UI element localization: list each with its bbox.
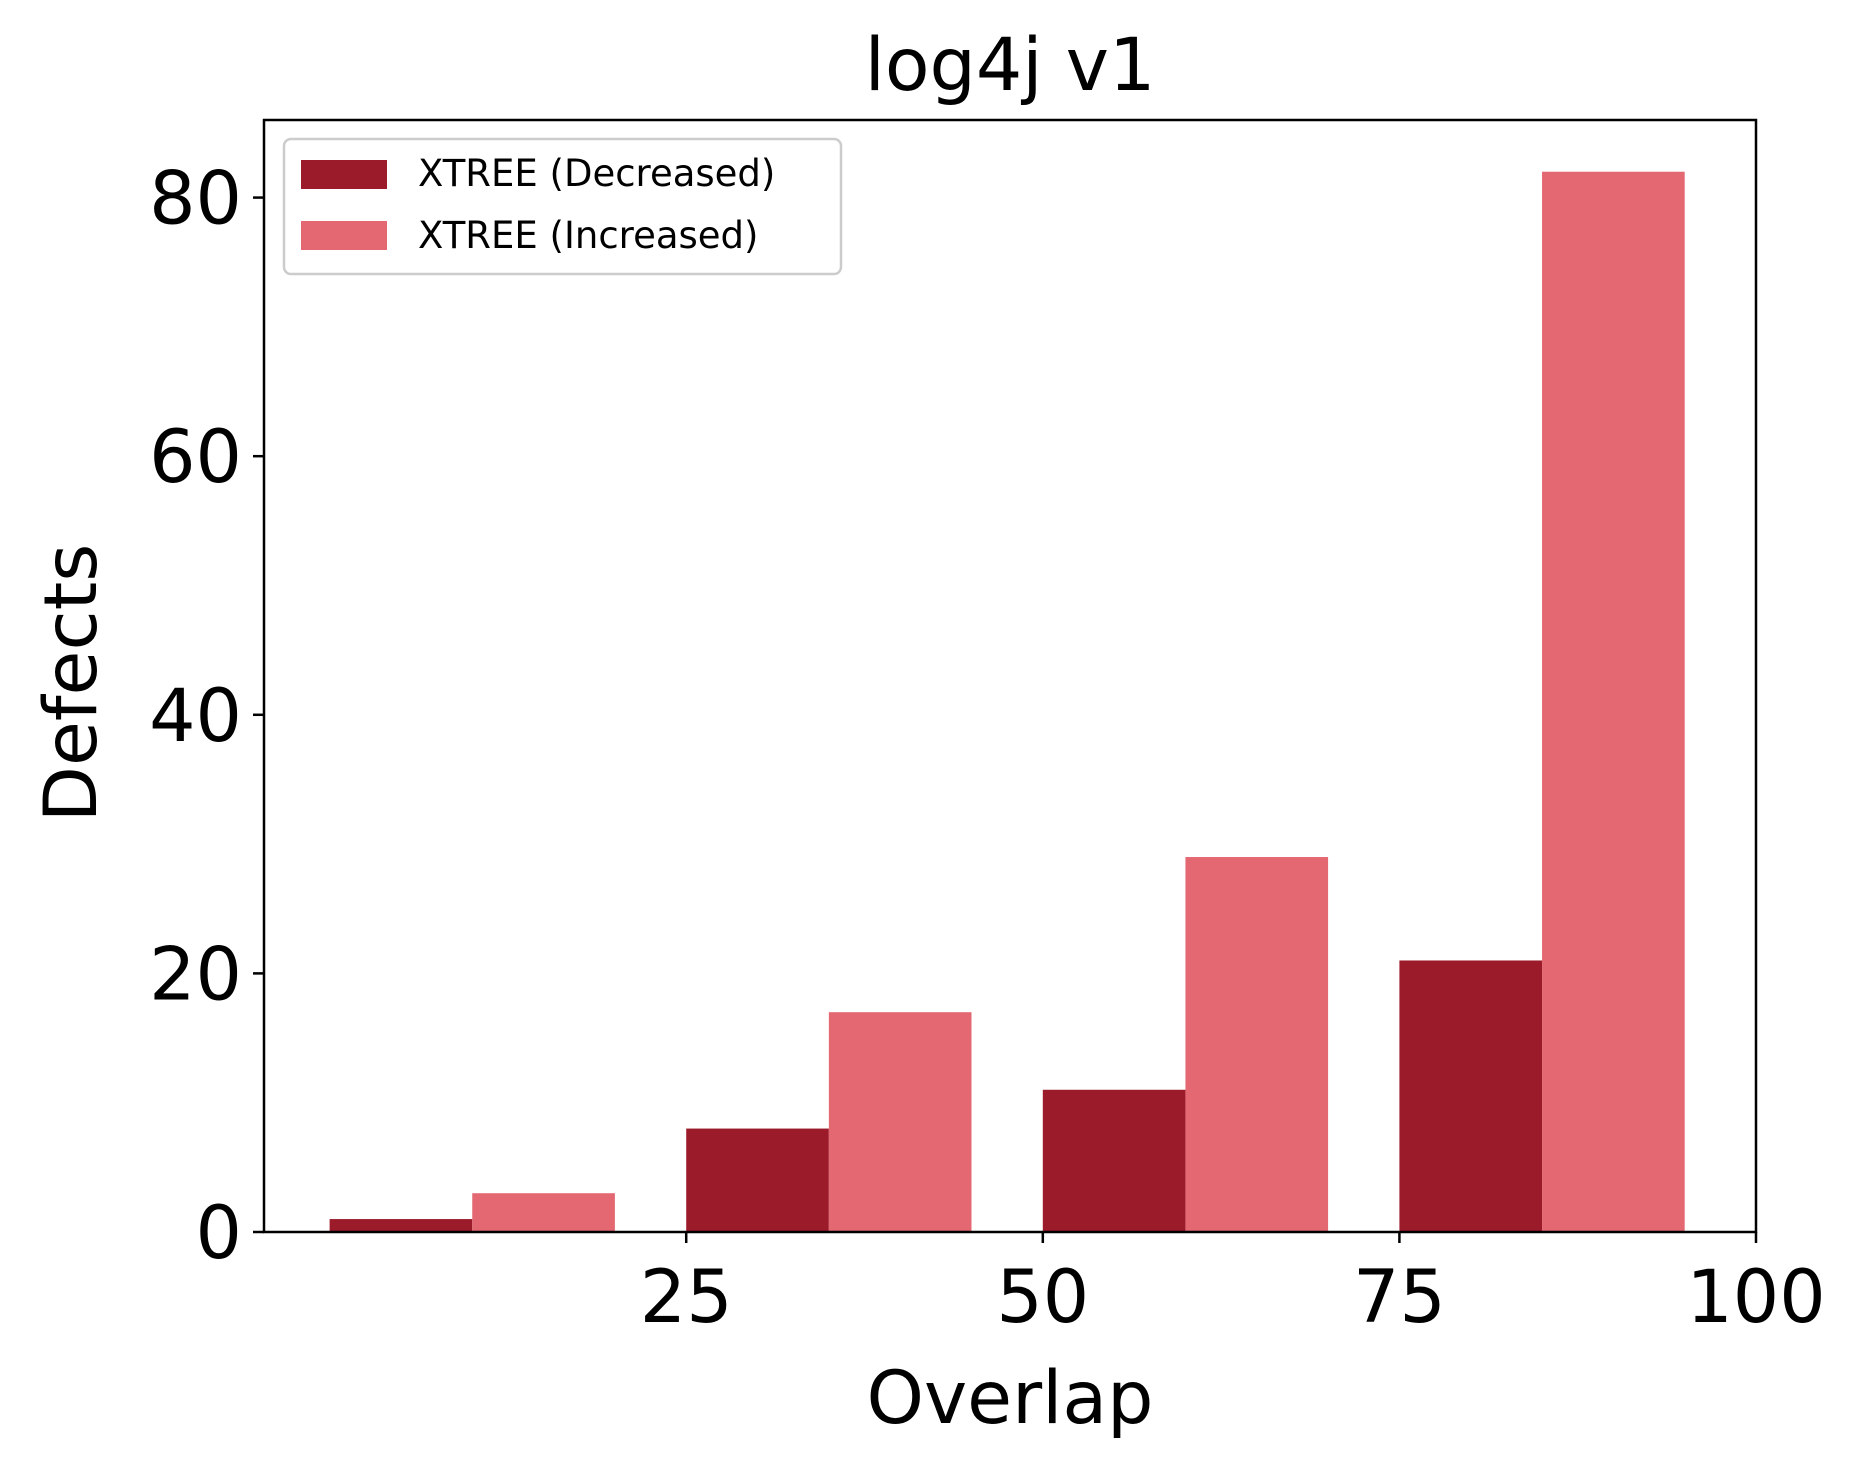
x-axis-label: Overlap	[867, 1356, 1154, 1441]
legend: XTREE (Decreased) XTREE (Increased)	[282, 137, 843, 276]
chart-title: log4j v1	[865, 23, 1156, 108]
bar-decreased-0	[329, 1219, 473, 1232]
bar-decreased-25	[686, 1128, 829, 1232]
bars-group	[329, 171, 1685, 1232]
legend-swatch-decreased	[301, 160, 387, 189]
x-tick-label: 75	[1353, 1255, 1446, 1340]
y-tick-label: 60	[149, 415, 242, 500]
y-axis-label: Defects	[29, 544, 114, 823]
bar-decreased-75	[1399, 960, 1543, 1232]
x-tick-label: 100	[1686, 1255, 1825, 1340]
plot-frame	[262, 118, 1758, 1234]
bar-increased-75	[1542, 171, 1685, 1232]
y-tick-label: 20	[149, 932, 242, 1017]
legend-swatch-increased	[301, 221, 387, 250]
legend-box	[282, 137, 843, 276]
y-tick-label: 40	[149, 674, 242, 759]
bar-increased-50	[1185, 857, 1329, 1232]
legend-label-increased: XTREE (Increased)	[418, 214, 758, 257]
bar-decreased-50	[1042, 1089, 1186, 1232]
x-tick-label: 25	[640, 1255, 733, 1340]
legend-label-decreased: XTREE (Decreased)	[418, 152, 775, 195]
x-tick-label: 50	[996, 1255, 1089, 1340]
y-tick-label: 80	[149, 157, 242, 242]
x-ticks-group: 25 50 75 100	[640, 1232, 1826, 1340]
y-tick-label: 0	[196, 1191, 242, 1276]
bar-increased-0	[472, 1193, 615, 1232]
y-ticks-group: 0 20 40 60 80	[149, 157, 264, 1276]
bar-increased-25	[828, 1012, 972, 1232]
